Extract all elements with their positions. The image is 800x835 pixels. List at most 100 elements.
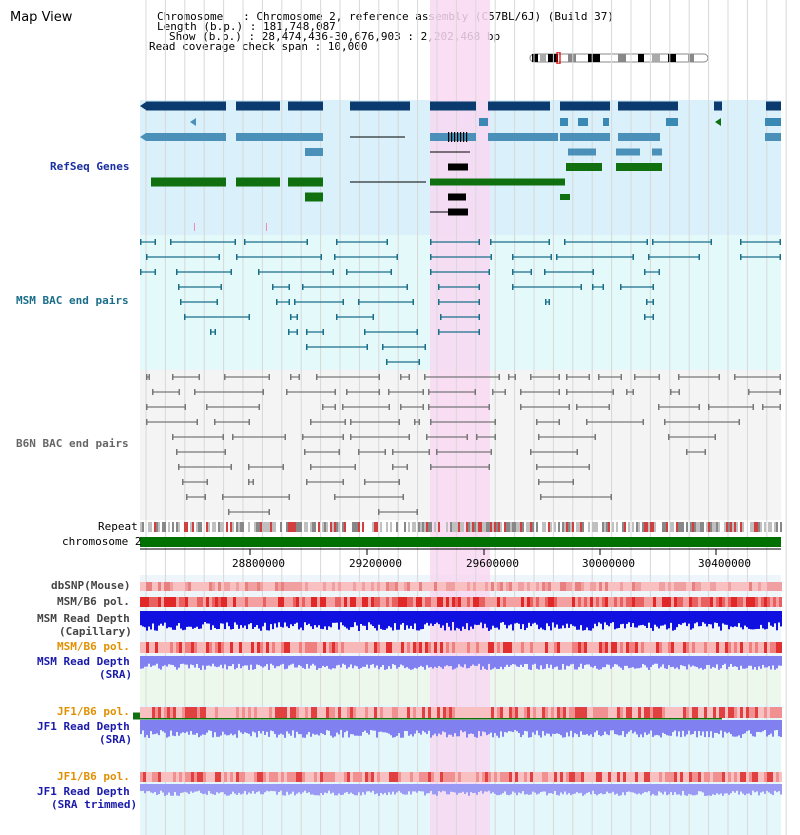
depth-bar	[250, 784, 252, 794]
depth-bar	[736, 720, 738, 737]
depth-bar	[646, 784, 648, 793]
depth-bar	[252, 720, 254, 732]
heat-cell	[596, 597, 599, 607]
depth-bar	[754, 656, 756, 668]
bac-end	[350, 419, 352, 425]
depth-bar	[224, 656, 226, 665]
depth-bar	[270, 784, 272, 791]
bac-end	[779, 389, 781, 395]
heat-cell	[704, 597, 707, 607]
depth-bar	[144, 656, 146, 667]
heat-cell	[548, 582, 551, 591]
depth-bar	[350, 784, 352, 793]
heat-cell	[443, 642, 446, 653]
chromosome-ideogram[interactable]	[528, 52, 712, 64]
heat-cell	[767, 707, 770, 718]
heat-cell	[458, 642, 461, 653]
heat-cell	[671, 707, 674, 718]
heat-cell	[761, 597, 764, 607]
repeat-block	[396, 522, 398, 532]
bac-end	[566, 389, 568, 395]
depth-bar	[410, 656, 412, 670]
depth-bar	[666, 611, 668, 630]
heat-cell	[326, 707, 329, 718]
depth-bar	[390, 784, 392, 795]
repeat-block	[578, 522, 580, 532]
heat-cell	[392, 597, 395, 607]
heat-cell	[734, 642, 737, 653]
heat-cell	[272, 582, 275, 591]
depth-bar	[520, 720, 522, 738]
heat-cell	[422, 707, 425, 718]
repeat-block	[184, 522, 186, 532]
depth-bar	[458, 784, 460, 793]
track-label-b6n-bac[interactable]: B6N BAC end pairs	[16, 437, 129, 450]
heat-cell	[692, 772, 695, 782]
depth-bar	[550, 720, 552, 737]
depth-bar	[436, 611, 438, 623]
bac-end	[668, 434, 670, 440]
bac-end	[748, 389, 750, 395]
heat-cell	[704, 707, 707, 718]
depth-bar	[678, 784, 680, 795]
depth-bar	[258, 784, 260, 792]
heat-cell	[707, 707, 710, 718]
depth-bar	[706, 611, 708, 627]
repeat-block	[212, 522, 214, 532]
heat-cell	[770, 597, 773, 607]
heat-cell	[731, 582, 734, 591]
repeat-block	[486, 522, 488, 532]
depth-bar	[240, 784, 242, 795]
depth-bar	[502, 611, 504, 623]
heat-cell	[569, 772, 572, 782]
depth-bar	[372, 784, 374, 791]
ideogram-band	[532, 54, 538, 62]
depth-bar	[410, 784, 412, 795]
repeat-block	[428, 522, 430, 532]
depth-bar	[300, 784, 302, 795]
depth-bar	[750, 611, 752, 630]
depth-bar	[542, 784, 544, 792]
heat-cell	[560, 707, 563, 718]
repeat-block	[592, 522, 594, 532]
heat-cell	[281, 642, 284, 653]
heat-cell	[362, 642, 365, 653]
gene-feature	[430, 178, 565, 186]
depth-bar	[144, 611, 146, 628]
heat-cell	[467, 772, 470, 782]
heat-cell	[557, 597, 560, 607]
depth-bar	[552, 656, 554, 669]
depth-bar	[466, 720, 468, 738]
depth-bar	[580, 784, 582, 793]
depth-bar	[140, 611, 142, 626]
heat-cell	[440, 642, 443, 653]
heat-cell	[377, 582, 380, 591]
heat-cell	[527, 597, 530, 607]
depth-bar	[612, 656, 614, 667]
gene-feature	[560, 133, 610, 141]
track-label-msm-depth-capillary-sub: (Capillary)	[59, 625, 132, 638]
depth-bar	[388, 656, 390, 667]
heat-cell	[665, 642, 668, 653]
depth-bar	[206, 784, 208, 795]
heat-cell	[497, 582, 500, 591]
depth-bar	[538, 656, 540, 670]
heat-cell	[497, 597, 500, 607]
track-label-refseq[interactable]: RefSeq Genes	[50, 160, 130, 173]
bac-end	[698, 254, 700, 260]
track-label-msm-bac[interactable]: MSM BAC end pairs	[16, 294, 129, 307]
heat-cell	[224, 707, 227, 718]
repeat-block	[710, 522, 712, 532]
heat-cell	[545, 597, 548, 607]
heat-cell	[776, 707, 779, 718]
heat-cell	[221, 707, 224, 718]
depth-bar	[758, 720, 760, 733]
depth-bar	[154, 784, 156, 792]
depth-bar	[430, 656, 432, 667]
depth-bar	[610, 784, 612, 794]
depth-bar	[544, 784, 546, 792]
depth-bar	[292, 656, 294, 664]
depth-bar	[740, 720, 742, 738]
heat-cell	[416, 597, 419, 607]
